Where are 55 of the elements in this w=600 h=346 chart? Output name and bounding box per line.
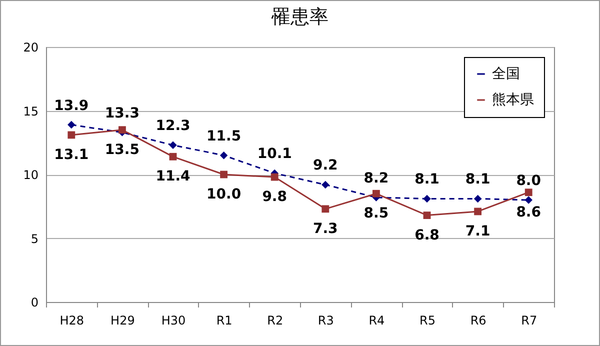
data-label: 8.5 [364,206,389,222]
point [423,194,431,203]
data-label: 12.3 [156,118,190,134]
y-tick-label: 15 [23,104,38,118]
data-label: 7.1 [465,223,490,240]
y-tick-label: 20 [23,40,38,54]
x-tick-label: R4 [368,314,385,328]
data-label: 10.0 [206,186,242,202]
x-tick-label: R6 [470,314,486,328]
point [220,170,228,178]
x-tick-label: H29 [110,314,135,328]
legend-label: 全国 [492,66,520,82]
x-tick-label: H30 [161,314,186,328]
data-label: 13.1 [54,146,89,163]
point [474,208,482,216]
y-tick-label: 0 [30,296,38,310]
point [220,152,228,160]
point [270,173,278,181]
point [524,196,532,204]
data-label: 8.1 [465,172,490,188]
point [322,180,330,189]
data-label: 13.3 [104,105,140,122]
y-tick-label: 5 [30,232,38,246]
x-tick-label: R3 [318,314,334,328]
x-tick-label: R5 [420,314,436,328]
point [423,212,431,220]
data-label: 8.6 [516,204,542,220]
data-label: 7.3 [312,220,338,237]
data-label: 11.5 [206,128,242,144]
point [169,152,177,160]
data-label: 10.1 [257,146,292,162]
legend-label: 熊本県 [492,92,534,108]
point [474,194,482,203]
data-label: 11.4 [156,168,191,185]
data-label: 8.2 [364,170,389,186]
point [322,205,330,213]
point [524,188,532,196]
data-label: 13.9 [54,98,89,114]
x-tick-label: H28 [60,314,84,328]
data-label: 13.5 [104,142,140,158]
x-tick-label: R1 [216,314,232,328]
data-label: 9.8 [262,189,288,206]
chart-title: 罹患率 [270,6,328,28]
data-label: 8.0 [516,173,542,189]
x-tick-label: R7 [521,314,538,328]
point [372,190,380,198]
x-tick-label: R2 [267,314,284,328]
point [68,120,76,129]
data-label: 8.1 [414,172,440,188]
point [169,141,177,150]
point [68,131,76,139]
point [118,126,126,134]
data-label: 6.8 [414,227,440,244]
data-label: 9.2 [312,158,338,174]
y-tick-label: 10 [23,168,38,182]
